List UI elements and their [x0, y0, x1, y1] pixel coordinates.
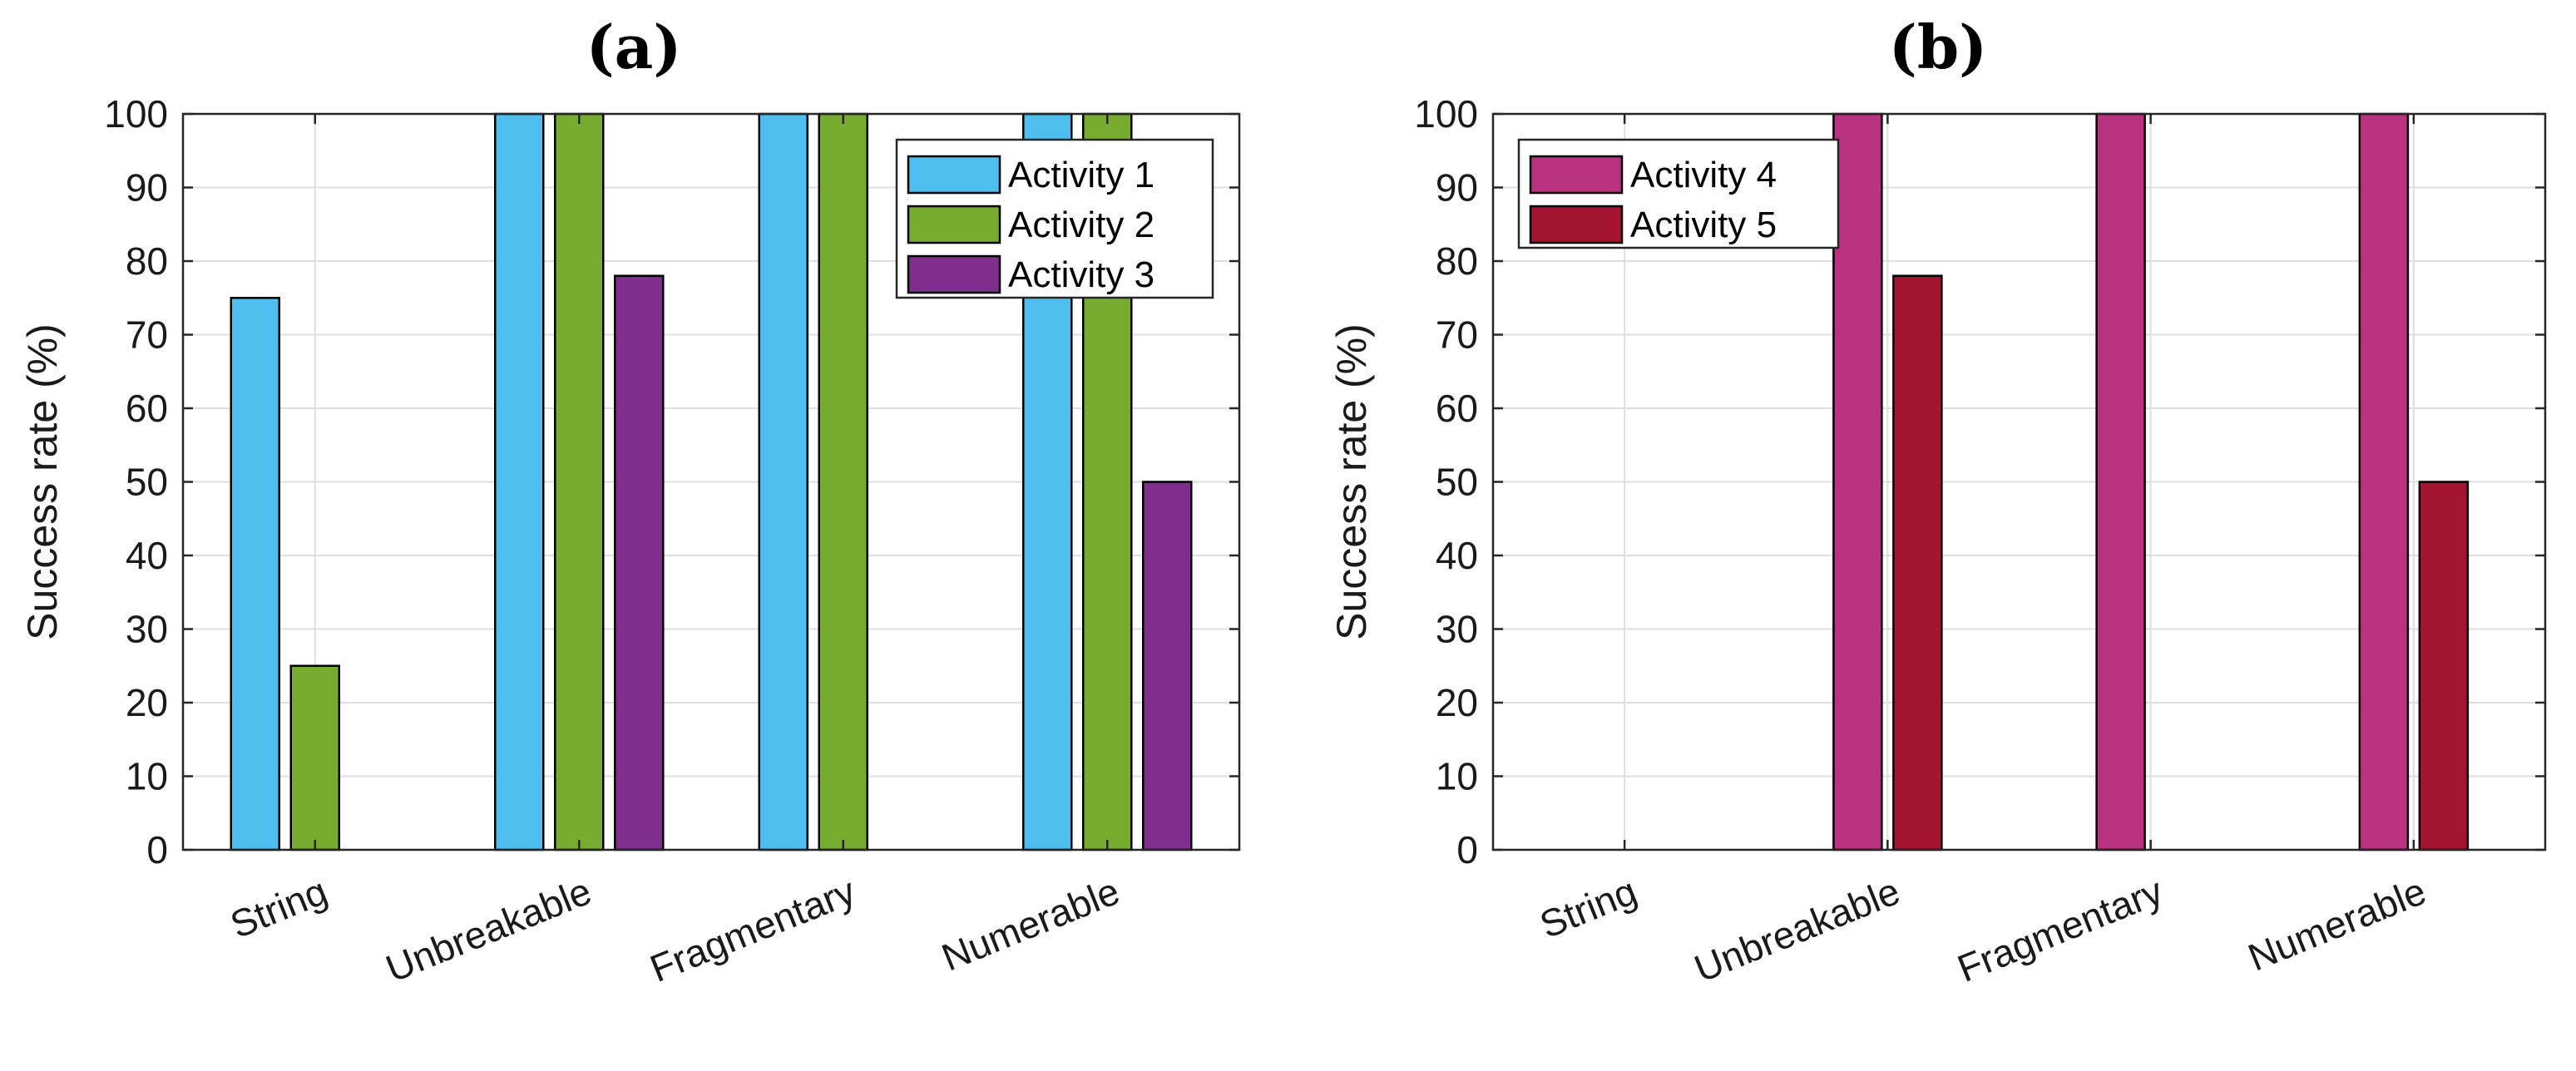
y-axis: 0 10 20 30 40 50 60 70 80 90 100	[1414, 92, 2545, 871]
bar-activity-1-string	[230, 297, 280, 851]
bar-activity-3-numerable	[1142, 481, 1193, 851]
legend-label: Activity 2	[1008, 205, 1155, 245]
legend-swatch	[1529, 155, 1624, 195]
y-tick-label: 0	[146, 828, 168, 871]
x-tick-label: Fragmentary	[644, 869, 861, 990]
bar-activity-5-numerable	[2418, 481, 2470, 851]
x-tick-label: Numerable	[2242, 869, 2432, 980]
y-tick-label: 60	[126, 387, 168, 430]
y-tick-label: 80	[1436, 239, 1478, 283]
bars	[1832, 112, 2470, 851]
y-tick-label: 10	[1436, 755, 1478, 798]
bar-activity-2-string	[289, 664, 340, 851]
x-tick-label: Unbreakable	[380, 869, 597, 990]
bar-activity-3-unbreakable	[614, 274, 665, 851]
y-tick-label: 40	[126, 534, 168, 577]
bar-activity-2-fragmentary	[818, 112, 868, 851]
y-tick-label: 80	[126, 239, 168, 283]
legend-label: Activity 5	[1630, 205, 1777, 245]
y-tick-label: 90	[126, 166, 168, 210]
y-tick-label: 60	[1436, 387, 1478, 430]
x-tick-label: String	[225, 869, 334, 946]
legend-label: Activity 4	[1630, 155, 1777, 195]
chart-title: (a)	[586, 12, 682, 82]
x-tick-label: Fragmentary	[1951, 869, 2168, 990]
y-tick-label: 90	[1436, 166, 1478, 210]
bar-activity-2-unbreakable	[554, 112, 605, 851]
y-axis: 0 10 20 30 40 50 60 70 80 90 100	[104, 92, 1239, 871]
y-tick-label: 30	[1436, 608, 1478, 651]
legend-swatch	[907, 254, 1001, 294]
y-tick-label: 20	[1436, 681, 1478, 724]
y-tick-label: 50	[1436, 461, 1478, 504]
chart-a: 0 10 20 30 40 50 60 70 80 90 100 String Unbreakable F…	[19, 12, 1241, 990]
legend-label: Activity 3	[1008, 254, 1155, 295]
bar-activity-4-numerable	[2358, 112, 2410, 851]
bar-activity-1-unbreakable	[494, 112, 545, 851]
x-tick-label: String	[1534, 869, 1643, 946]
y-tick-label: 70	[126, 313, 168, 357]
bar-activity-5-unbreakable	[1892, 274, 1943, 851]
legend: Activity 1 Activity 2 Activity 3	[895, 138, 1214, 299]
legend-swatch	[1529, 205, 1624, 244]
legend-swatch	[907, 205, 1001, 244]
x-tick-label: Unbreakable	[1688, 869, 1906, 990]
bar-activity-1-fragmentary	[758, 112, 808, 851]
y-tick-label: 100	[1414, 92, 1478, 136]
y-tick-label: 30	[126, 608, 168, 651]
y-tick-label: 70	[1436, 313, 1478, 357]
y-tick-label: 50	[126, 461, 168, 504]
bar-activity-4-fragmentary	[2095, 112, 2146, 851]
legend-label: Activity 1	[1008, 155, 1155, 195]
chart-title: (b)	[1889, 12, 1987, 82]
y-axis-label: Success rate (%)	[19, 323, 66, 640]
bar-activity-4-unbreakable	[1832, 112, 1883, 851]
x-tick-label: Numerable	[936, 869, 1125, 980]
chart-b: 0 10 20 30 40 50 60 70 80 90 100 String Unbreakable F…	[1328, 12, 2547, 990]
y-tick-label: 10	[126, 755, 168, 798]
y-tick-label: 40	[1436, 534, 1478, 577]
legend-swatch	[907, 155, 1001, 195]
y-tick-label: 20	[126, 681, 168, 724]
y-tick-label: 0	[1456, 828, 1478, 871]
y-tick-label: 100	[104, 92, 168, 136]
y-axis-label: Success rate (%)	[1328, 323, 1375, 640]
legend: Activity 4 Activity 5	[1517, 138, 1840, 249]
